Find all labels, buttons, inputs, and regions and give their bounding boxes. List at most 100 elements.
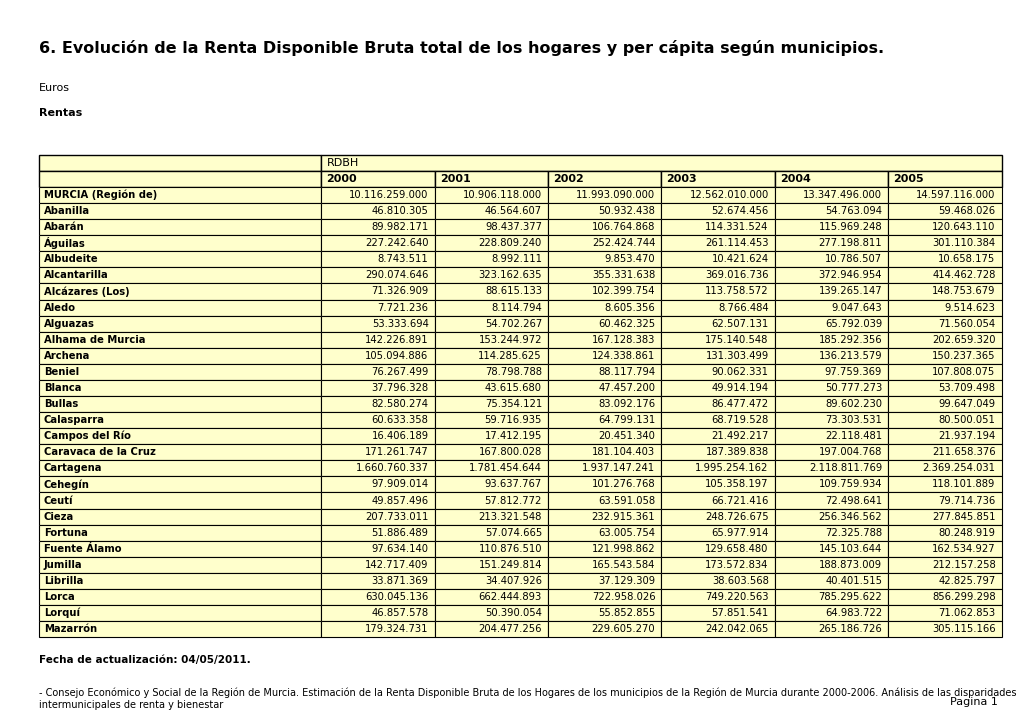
- Text: 71.326.909: 71.326.909: [371, 287, 428, 297]
- Bar: [774, 396, 888, 412]
- Bar: [547, 541, 661, 557]
- Bar: [774, 380, 888, 396]
- Bar: [547, 557, 661, 573]
- Bar: [39, 203, 321, 219]
- Bar: [888, 300, 1001, 315]
- Bar: [774, 315, 888, 332]
- Bar: [434, 477, 547, 492]
- Text: 175.140.548: 175.140.548: [705, 335, 768, 345]
- Bar: [661, 508, 774, 525]
- Text: 73.303.531: 73.303.531: [824, 415, 881, 425]
- Text: 151.249.814: 151.249.814: [478, 560, 541, 570]
- Text: 301.110.384: 301.110.384: [931, 238, 995, 248]
- Bar: [661, 589, 774, 605]
- Bar: [661, 332, 774, 348]
- Text: 51.886.489: 51.886.489: [371, 528, 428, 538]
- Bar: [888, 557, 1001, 573]
- Bar: [774, 541, 888, 557]
- Text: 1.937.147.241: 1.937.147.241: [582, 464, 655, 473]
- Text: 72.498.641: 72.498.641: [824, 495, 881, 505]
- Text: 14.597.116.000: 14.597.116.000: [915, 190, 995, 200]
- Bar: [661, 460, 774, 477]
- Text: 153.244.972: 153.244.972: [478, 335, 541, 345]
- Bar: [321, 348, 434, 364]
- Text: 1.660.760.337: 1.660.760.337: [356, 464, 428, 473]
- Bar: [888, 235, 1001, 251]
- Bar: [661, 267, 774, 284]
- Text: 11.993.090.000: 11.993.090.000: [576, 190, 655, 200]
- Bar: [774, 284, 888, 300]
- Bar: [321, 589, 434, 605]
- Text: 179.324.731: 179.324.731: [365, 624, 428, 634]
- Bar: [774, 621, 888, 637]
- Bar: [39, 332, 321, 348]
- Bar: [774, 219, 888, 235]
- Bar: [434, 315, 547, 332]
- Text: 52.674.456: 52.674.456: [711, 206, 768, 216]
- Text: 10.421.624: 10.421.624: [711, 254, 768, 264]
- Bar: [39, 235, 321, 251]
- Text: 202.659.320: 202.659.320: [931, 335, 995, 345]
- Bar: [39, 428, 321, 444]
- Text: 107.808.075: 107.808.075: [931, 367, 995, 377]
- Bar: [661, 428, 774, 444]
- Bar: [888, 525, 1001, 541]
- Bar: [661, 219, 774, 235]
- Bar: [774, 444, 888, 460]
- Bar: [661, 557, 774, 573]
- Bar: [774, 187, 888, 203]
- Bar: [39, 460, 321, 477]
- Text: 630.045.136: 630.045.136: [365, 592, 428, 602]
- Text: 66.721.416: 66.721.416: [710, 495, 768, 505]
- Bar: [888, 267, 1001, 284]
- Bar: [434, 428, 547, 444]
- Bar: [434, 412, 547, 428]
- Bar: [434, 412, 547, 428]
- Bar: [321, 412, 434, 428]
- Bar: [39, 444, 321, 460]
- Bar: [547, 508, 661, 525]
- Text: 55.852.855: 55.852.855: [597, 608, 655, 618]
- Bar: [39, 396, 321, 412]
- Text: 71.560.054: 71.560.054: [937, 319, 995, 328]
- Text: 106.764.868: 106.764.868: [591, 222, 655, 232]
- Bar: [661, 348, 774, 364]
- Bar: [547, 428, 661, 444]
- Bar: [547, 605, 661, 621]
- Text: 355.331.638: 355.331.638: [591, 271, 655, 280]
- Bar: [888, 605, 1001, 621]
- Bar: [434, 557, 547, 573]
- Bar: [661, 525, 774, 541]
- Text: Archena: Archena: [44, 351, 90, 361]
- Bar: [774, 315, 888, 332]
- Bar: [39, 412, 321, 428]
- Text: Abanilla: Abanilla: [44, 206, 90, 216]
- Text: Alhama de Murcia: Alhama de Murcia: [44, 335, 146, 345]
- Bar: [661, 621, 774, 637]
- Bar: [321, 364, 434, 380]
- Bar: [661, 412, 774, 428]
- Text: 197.004.768: 197.004.768: [818, 447, 881, 457]
- Text: 12.562.010.000: 12.562.010.000: [689, 190, 768, 200]
- Bar: [888, 557, 1001, 573]
- Text: Fortuna: Fortuna: [44, 528, 88, 538]
- Bar: [661, 300, 774, 315]
- Bar: [547, 589, 661, 605]
- Text: Alguazas: Alguazas: [44, 319, 95, 328]
- Bar: [321, 541, 434, 557]
- Bar: [547, 525, 661, 541]
- Text: 8.605.356: 8.605.356: [604, 302, 655, 312]
- Bar: [39, 396, 321, 412]
- Bar: [547, 203, 661, 219]
- Bar: [39, 380, 321, 396]
- Bar: [774, 171, 888, 187]
- Bar: [661, 203, 774, 219]
- Bar: [547, 267, 661, 284]
- Text: 93.637.767: 93.637.767: [484, 480, 541, 490]
- Bar: [661, 573, 774, 589]
- Text: 10.786.507: 10.786.507: [824, 254, 881, 264]
- Bar: [547, 267, 661, 284]
- Bar: [888, 621, 1001, 637]
- Text: 148.753.679: 148.753.679: [931, 287, 995, 297]
- Text: 76.267.499: 76.267.499: [371, 367, 428, 377]
